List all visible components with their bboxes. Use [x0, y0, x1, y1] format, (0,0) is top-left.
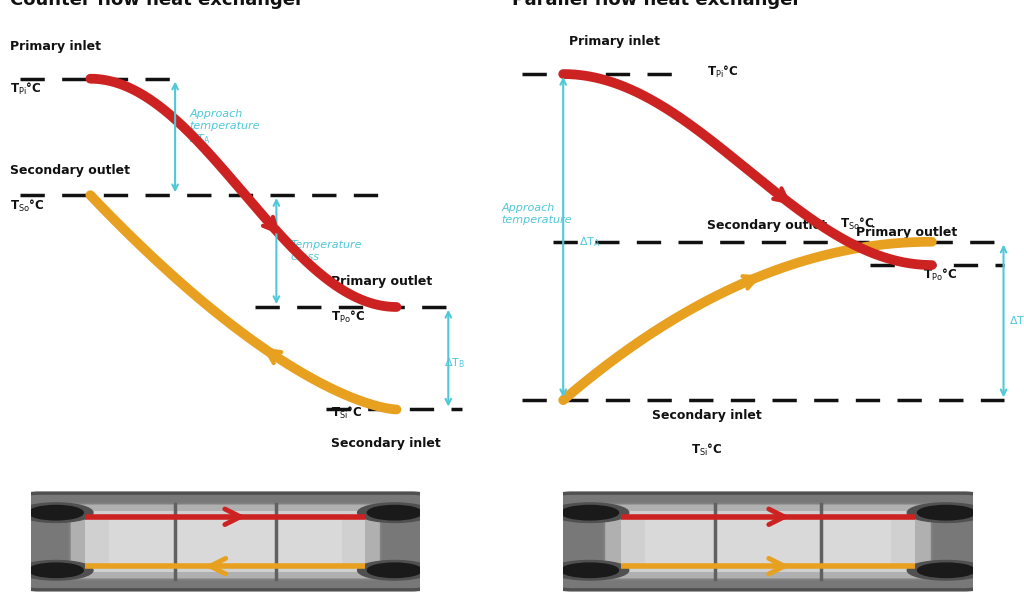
- Bar: [85, 511, 366, 572]
- Text: T$_{\rm So}$°C: T$_{\rm So}$°C: [10, 197, 45, 214]
- Text: Secondary inlet: Secondary inlet: [331, 437, 440, 450]
- Bar: [645, 515, 891, 567]
- Circle shape: [357, 560, 431, 580]
- Circle shape: [29, 563, 83, 577]
- Circle shape: [357, 503, 431, 523]
- Circle shape: [918, 563, 975, 577]
- Text: Parallel flow heat exchanger: Parallel flow heat exchanger: [512, 0, 801, 9]
- Text: Primary outlet: Primary outlet: [331, 275, 432, 289]
- Text: $\Delta$T$_{\rm A}$: $\Delta$T$_{\rm A}$: [579, 235, 600, 249]
- Circle shape: [907, 503, 985, 523]
- Circle shape: [19, 560, 93, 580]
- Text: T$_{\rm Pi}$°C: T$_{\rm Pi}$°C: [707, 64, 738, 80]
- Circle shape: [561, 506, 618, 520]
- FancyBboxPatch shape: [70, 503, 381, 580]
- FancyBboxPatch shape: [559, 493, 977, 590]
- Text: T$_{\rm Si}$°C: T$_{\rm Si}$°C: [331, 405, 362, 421]
- Text: $\Delta$T$_{\rm B}$: $\Delta$T$_{\rm B}$: [1009, 314, 1024, 328]
- Text: Approach
temperature: Approach temperature: [502, 203, 572, 224]
- Text: Secondary inlet: Secondary inlet: [651, 410, 762, 422]
- Text: Temperature
cross: Temperature cross: [291, 240, 362, 262]
- Circle shape: [561, 563, 618, 577]
- Circle shape: [368, 506, 422, 520]
- Text: Primary inlet: Primary inlet: [569, 36, 659, 48]
- Circle shape: [29, 506, 83, 520]
- Text: Counter flow heat exchanger: Counter flow heat exchanger: [10, 0, 304, 9]
- Circle shape: [918, 506, 975, 520]
- Text: Secondary outlet: Secondary outlet: [10, 163, 130, 177]
- Circle shape: [551, 503, 629, 523]
- Text: T$_{\rm Si}$°C: T$_{\rm Si}$°C: [690, 442, 723, 458]
- Circle shape: [368, 563, 422, 577]
- Text: Secondary outlet: Secondary outlet: [707, 220, 826, 232]
- FancyBboxPatch shape: [27, 493, 424, 590]
- Text: T$_{\rm Po}$°C: T$_{\rm Po}$°C: [331, 309, 365, 325]
- Text: $\Delta$T$_{\rm B}$: $\Delta$T$_{\rm B}$: [443, 356, 465, 370]
- Bar: [109, 515, 342, 567]
- Text: T$_{\rm Po}$°C: T$_{\rm Po}$°C: [924, 267, 957, 284]
- Text: T$_{\rm So}$°C: T$_{\rm So}$°C: [840, 217, 874, 232]
- Circle shape: [19, 503, 93, 523]
- Bar: [621, 511, 915, 572]
- Text: Primary inlet: Primary inlet: [10, 40, 101, 53]
- Text: Approach
temperature
$\Delta$T$_{\rm A}$: Approach temperature $\Delta$T$_{\rm A}$: [189, 109, 260, 146]
- FancyBboxPatch shape: [604, 503, 932, 580]
- Text: Primary outlet: Primary outlet: [856, 226, 957, 240]
- Text: T$_{\rm Pi}$°C: T$_{\rm Pi}$°C: [10, 81, 42, 97]
- Circle shape: [551, 560, 629, 580]
- Circle shape: [907, 560, 985, 580]
